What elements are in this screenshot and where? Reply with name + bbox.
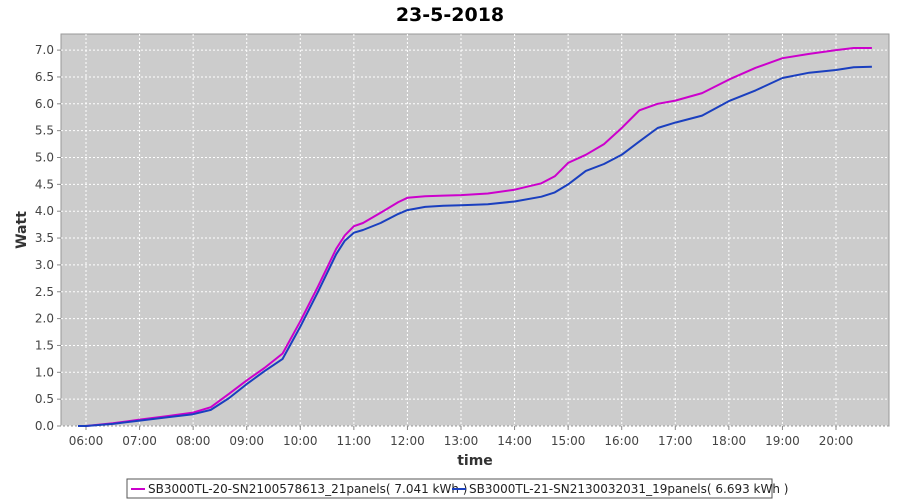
y-tick-label: 2.0 [35,312,54,326]
x-tick-label: 07:00 [122,434,157,448]
series-line-1 [78,47,872,427]
x-tick-label: 12:00 [390,434,425,448]
y-tick-label: 3.0 [35,258,54,272]
y-tick-label: 4.0 [35,204,54,218]
legend-box [126,478,773,499]
y-tick-label: 6.0 [35,97,54,111]
y-tick-label: 3.5 [35,231,54,245]
x-tick-label: 14:00 [497,434,532,448]
y-tick-label: 0.5 [35,392,54,406]
x-tick-label: 13:00 [444,434,479,448]
y-tick-label: 5.5 [35,124,54,138]
x-tick-label: 16:00 [604,434,639,448]
series-line-2 [78,65,872,427]
legend: SB3000TL-20-SN2100578613_21panels( 7.041… [126,478,788,499]
y-tick-label: 7.0 [35,43,54,57]
x-tick-label: 19:00 [765,434,800,448]
x-tick-label: 06:00 [69,434,104,448]
x-tick-label: 20:00 [819,434,854,448]
x-tick-label: 15:00 [551,434,586,448]
y-axis-label: Watt [14,211,30,249]
y-tick-label: 6.5 [35,70,54,84]
legend-label: SB3000TL-21-SN2130032031_19panels( 6.693… [469,482,788,496]
series-layer [78,47,872,427]
y-tick-label: 5.0 [35,151,54,165]
y-tick-label: 0.0 [35,419,54,433]
x-tick-label: 09:00 [229,434,264,448]
grid-layer [61,34,889,427]
x-tick-label: 11:00 [337,434,372,448]
y-tick-label: 2.5 [35,285,54,299]
x-tick-label: 17:00 [658,434,693,448]
legend-label: SB3000TL-20-SN2100578613_21panels( 7.041… [148,482,467,496]
axis-layer: 0.0 0.5 1.0 1.5 2.0 2.5 3.0 3.5 4.0 4.5 5.0 5.5 6.0 6… [35,43,853,448]
chart-title: 23-5-2018 [396,4,504,26]
x-tick-label: 18:00 [712,434,747,448]
y-tick-label: 1.0 [35,365,54,379]
x-axis-label: time [457,453,493,469]
y-tick-label: 1.5 [35,338,54,352]
plot-area [60,33,890,427]
y-tick-label: 4.5 [35,177,54,191]
legend-items: SB3000TL-20-SN2100578613_21panels( 7.041… [131,482,788,496]
x-tick-label: 10:00 [283,434,318,448]
x-tick-label: 08:00 [176,434,211,448]
